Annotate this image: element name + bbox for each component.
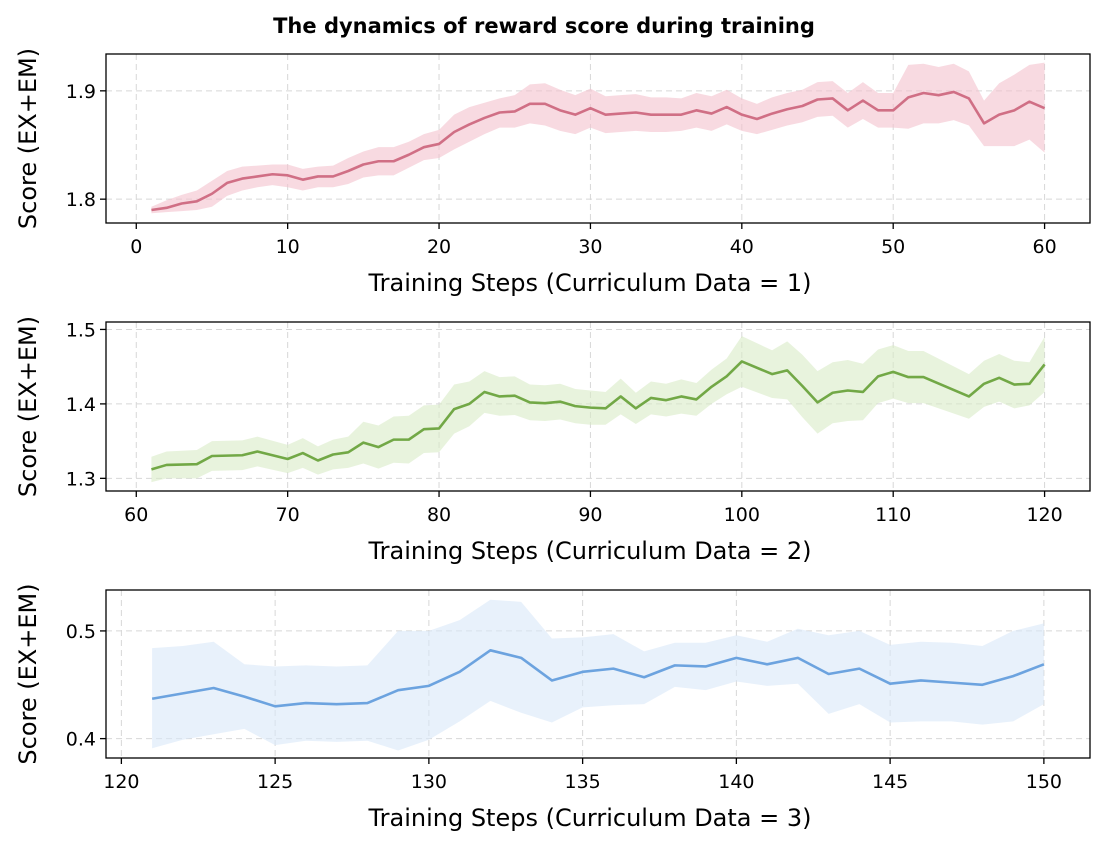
y-tick-label: 0.5: [66, 621, 96, 643]
x-tick-label: 20: [427, 236, 451, 258]
x-tick-label: 110: [875, 504, 911, 526]
plot-frame: [105, 53, 1091, 224]
x-tick-label: 120: [103, 771, 139, 793]
chart-title: The dynamics of reward score during trai…: [273, 14, 815, 38]
y-axis-label: Score (EX+EM): [14, 583, 42, 764]
x-tick-label: 140: [718, 771, 754, 793]
panel-1: 0 10 20 30 40 50 60 1.8 1.9 Training Steps (Curri…: [14, 48, 1091, 297]
x-tick-label: 150: [1026, 771, 1062, 793]
x-tick-label: 30: [578, 236, 602, 258]
series-line: [151, 360, 1046, 471]
plot-frame: [105, 589, 1091, 759]
confidence-band: [152, 599, 1044, 751]
x-tick-label: 130: [411, 771, 447, 793]
y-tick-label: 1.3: [66, 468, 96, 490]
series-line: [151, 649, 1045, 708]
series-line: [151, 90, 1046, 212]
x-axis-label: Training Steps (Curriculum Data = 1): [367, 269, 811, 297]
x-tick-label: 10: [276, 236, 300, 258]
confidence-band: [151, 62, 1045, 214]
y-tick-label: 1.4: [66, 394, 96, 416]
y-tick-label: 0.4: [66, 729, 96, 751]
x-tick-label: 0: [130, 236, 142, 258]
y-tick-label: 1.8: [66, 189, 96, 211]
x-tick-label: 145: [872, 771, 908, 793]
x-tick-label: 60: [1032, 236, 1056, 258]
plot-frame: [105, 321, 1091, 492]
x-axis-label: Training Steps (Curriculum Data = 2): [367, 537, 811, 565]
y-axis-label: Score (EX+EM): [14, 48, 42, 229]
x-tick-label: 80: [427, 504, 451, 526]
panel-2: 60 70 80 90 100 110 120 1.3 1.4 1.5 Training Steps…: [14, 316, 1091, 565]
x-axis-label: Training Steps (Curriculum Data = 3): [367, 804, 811, 832]
y-tick-label: 1.9: [66, 81, 96, 103]
y-axis-label: Score (EX+EM): [14, 316, 42, 497]
x-tick-label: 120: [1026, 504, 1062, 526]
x-tick-label: 40: [730, 236, 754, 258]
x-tick-label: 125: [257, 771, 293, 793]
x-tick-label: 60: [124, 504, 148, 526]
x-tick-label: 70: [276, 504, 300, 526]
y-tick-label: 1.5: [66, 319, 96, 341]
x-tick-label: 135: [564, 771, 600, 793]
panel-3: 120 125 130 135 140 145 150 0.4 0.5 Training Step…: [14, 583, 1091, 832]
x-tick-label: 100: [724, 504, 760, 526]
x-tick-label: 90: [578, 504, 602, 526]
x-tick-label: 50: [881, 236, 905, 258]
